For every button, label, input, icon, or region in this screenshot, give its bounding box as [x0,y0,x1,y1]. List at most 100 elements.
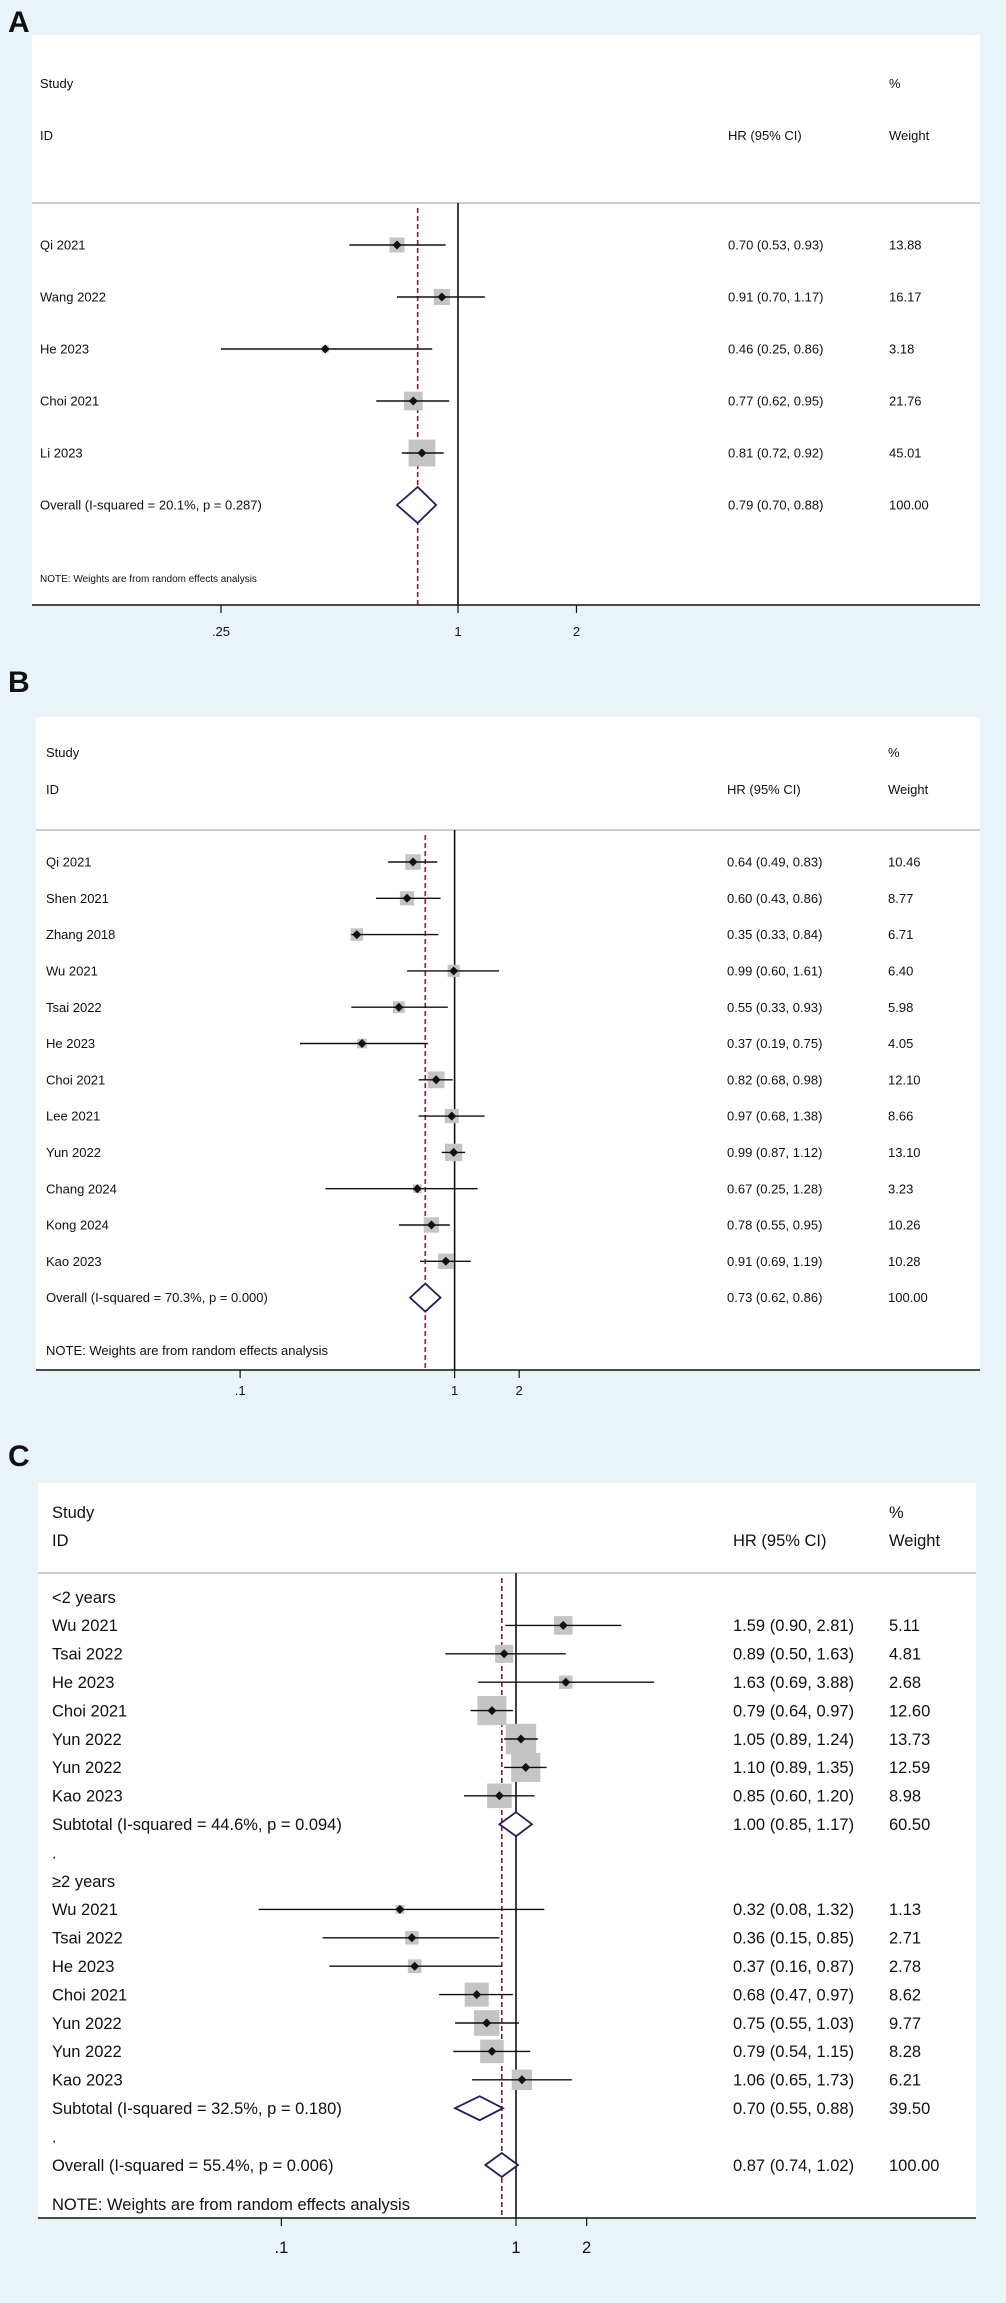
weight-value: 45.01 [889,446,922,461]
weights-note: NOTE: Weights are from random effects an… [40,574,257,585]
plot-area [38,1483,976,2218]
weight-value: 6.21 [889,2072,921,2090]
hr-ci-value: 0.78 (0.55, 0.95) [727,1218,822,1233]
hr-ci-value: 0.32 (0.08, 1.32) [733,1901,854,1919]
x-tick-label: .1 [274,2239,288,2257]
hr-ci-value: 0.82 (0.68, 0.98) [727,1072,822,1087]
weight-value: 8.66 [888,1109,913,1124]
hr-ci-value: 0.70 (0.53, 0.93) [728,238,823,253]
header-weight: Weight [889,1532,940,1550]
hr-ci-value: 0.73 (0.62, 0.86) [727,1290,822,1305]
weight-value: 2.78 [889,1958,921,1976]
x-tick-label: .1 [235,1383,246,1398]
point-estimate [407,1933,417,1943]
study-label: Yun 2022 [52,2015,122,2033]
pooled-diamond [395,485,438,525]
study-label: Tsai 2022 [46,1000,102,1015]
study-label: Kao 2023 [46,1254,102,1269]
weight-value: 8.98 [889,1788,921,1806]
point-estimate [561,1677,571,1687]
point-estimate [437,292,447,302]
row-study: Yun 2022 1.10 (0.89, 1.35) 12.59 [52,1752,930,1782]
weight-value: 3.23 [888,1181,913,1196]
point-estimate [449,1147,459,1157]
hr-ci-value: 0.55 (0.33, 0.93) [727,1000,822,1015]
point-estimate [417,448,427,458]
study-label: Yun 2022 [46,1145,101,1160]
weight-value: 5.98 [888,1000,913,1015]
row-overall: Overall (I-squared = 70.3%, p = 0.000) 0.… [46,1282,928,1313]
hr-ci-value: 0.79 (0.70, 0.88) [728,498,823,513]
study-label: Wang 2022 [40,290,106,305]
hr-ci-value: 0.67 (0.25, 1.28) [727,1181,822,1196]
header-hr-ci: HR (95% CI) [728,128,802,143]
row-study: Lee 2021 0.97 (0.68, 1.38) 8.66 [46,1109,913,1124]
point-estimate [394,1002,404,1012]
point-estimate [487,2046,497,2056]
point-estimate [408,857,418,867]
hr-ci-value: 0.91 (0.70, 1.17) [728,290,823,305]
row-study: He 2023 0.37 (0.19, 0.75) 4.05 [46,1036,913,1051]
point-estimate [521,1762,531,1772]
weight-value: 60.50 [889,1816,930,1834]
study-label: Wu 2021 [46,963,98,978]
weight-value: 16.17 [889,290,922,305]
header-study: Study [40,76,74,91]
header-study: Study [46,745,80,760]
weights-note: NOTE: Weights are from random effects an… [52,2196,410,2214]
point-estimate [472,1990,482,2000]
study-label: Choi 2021 [52,1702,127,1720]
panel-label: B [8,666,30,699]
header-weight: Weight [889,128,930,143]
hr-ci-value: 1.05 (0.89, 1.24) [733,1731,854,1749]
hr-ci-value: 0.97 (0.68, 1.38) [727,1109,822,1124]
study-label: ≥2 years [52,1873,115,1891]
row-study: Kong 2024 0.78 (0.55, 0.95) 10.26 [46,1217,921,1233]
x-tick-label: .25 [212,624,230,639]
row-group: ≥2 years [52,1873,115,1891]
study-label: Qi 2021 [46,855,92,870]
study-label: Chang 2024 [46,1181,117,1196]
row-study: Yun 2022 0.79 (0.54, 1.15) 8.28 [52,2039,921,2064]
study-label: Kao 2023 [52,2072,123,2090]
point-estimate [357,1039,367,1048]
weight-value: 10.26 [888,1218,921,1233]
hr-ci-value: 0.70 (0.55, 0.88) [733,2100,854,2118]
row-study: Wu 2021 1.59 (0.90, 2.81) 5.11 [52,1616,920,1635]
hr-ci-value: 0.75 (0.55, 1.03) [733,2015,854,2033]
row-study: He 2023 0.46 (0.25, 0.86) 3.18 [40,342,914,357]
row-study: Choi 2021 0.68 (0.47, 0.97) 8.62 [52,1982,921,2007]
study-label: . [52,1844,57,1862]
point-estimate [408,396,418,406]
point-estimate [412,1184,422,1194]
point-estimate [487,1706,497,1716]
weight-value: 8.77 [888,891,913,906]
study-label: Kong 2024 [46,1218,109,1233]
header-hr-ci: HR (95% CI) [727,782,801,797]
x-tick-label: 1 [511,2239,520,2257]
row-dot: . [52,2128,57,2146]
study-label: He 2023 [52,1958,114,1976]
point-estimate [320,344,330,354]
study-label: Yun 2022 [52,2043,122,2061]
row-study: Tsai 2022 0.36 (0.15, 0.85) 2.71 [52,1930,921,1948]
hr-ci-value: 1.00 (0.85, 1.17) [733,1816,854,1834]
study-label: Li 2023 [40,446,83,461]
x-tick-label: 2 [516,1383,523,1398]
hr-ci-value: 0.89 (0.50, 1.63) [733,1646,854,1664]
point-estimate [558,1620,568,1630]
study-label: Tsai 2022 [52,1646,123,1664]
weight-value: 9.77 [889,2015,921,2033]
row-study: Yun 2022 0.75 (0.55, 1.03) 9.77 [52,2010,921,2036]
study-label: Choi 2021 [40,394,99,409]
point-estimate [499,1649,509,1659]
hr-ci-value: 0.68 (0.47, 0.97) [733,1986,854,2004]
row-study: Choi 2021 0.82 (0.68, 0.98) 12.10 [46,1071,921,1089]
x-tick-label: 1 [451,1383,458,1398]
header-study: Study [52,1504,95,1522]
weight-value: 39.50 [889,2100,930,2118]
hr-ci-value: 1.10 (0.89, 1.35) [733,1759,854,1777]
hr-ci-value: 1.06 (0.65, 1.73) [733,2072,854,2090]
weight-value: 4.81 [889,1646,921,1664]
study-label: He 2023 [52,1674,114,1692]
